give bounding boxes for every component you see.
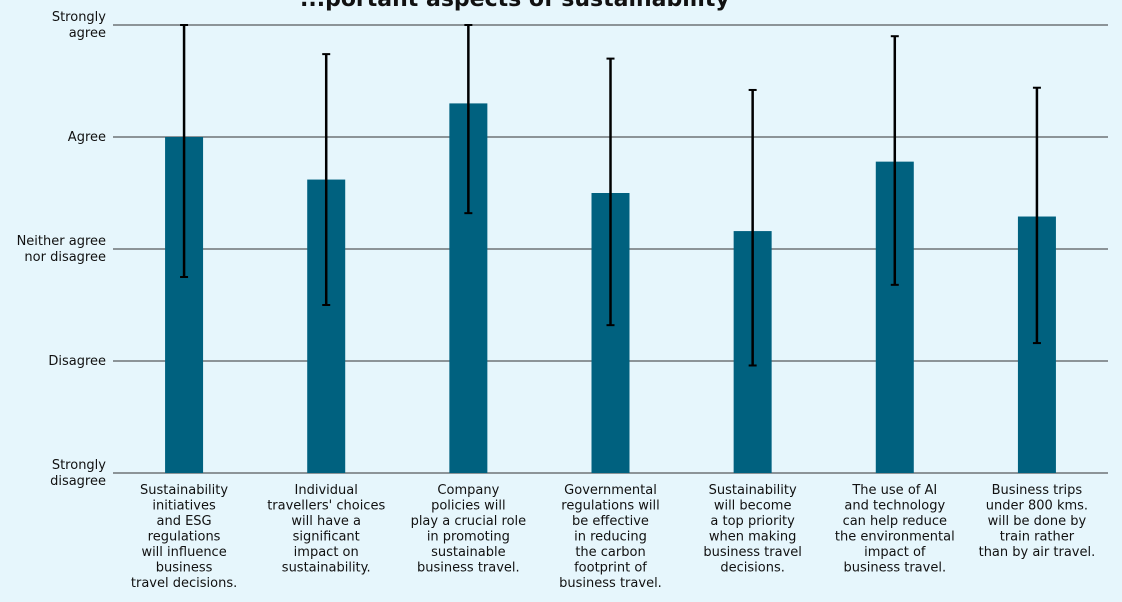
error-bar xyxy=(606,57,615,327)
x-tick-label: Company policies will play a crucial role i… xyxy=(411,483,527,576)
chart-title: ...portant aspects of sustainability xyxy=(300,0,730,12)
y-tick-label: Neither agree nor disagree xyxy=(17,234,106,265)
y-tick-label: Disagree xyxy=(48,354,106,369)
x-tick-label: Governmental regulations will be effective… xyxy=(559,483,662,591)
error-bar xyxy=(322,53,331,306)
error-bar xyxy=(464,24,473,215)
y-tick-label: Strongly agree xyxy=(52,10,106,41)
error-bar xyxy=(890,35,899,286)
y-tick-label: Strongly disagree xyxy=(50,458,106,489)
x-tick-label: Business trips under 800 kms. will be done… xyxy=(979,483,1096,560)
error-bars xyxy=(180,24,1041,367)
bars xyxy=(165,103,1056,474)
error-bar xyxy=(748,88,757,367)
x-tick-label: Sustainability initiatives and ESG regulati… xyxy=(131,483,237,591)
x-tick-label: Individual travellers' choices will have a… xyxy=(267,483,385,576)
x-tick-label: The use of AI and technology can help redu… xyxy=(835,483,955,576)
x-axis-labels: Sustainability initiatives and ESG regulati… xyxy=(131,483,1095,591)
x-tick-label: Sustainability will become a top priority w… xyxy=(703,483,802,576)
error-bar xyxy=(180,24,189,278)
y-tick-label: Agree xyxy=(68,130,106,145)
y-axis-labels: Strongly disagree Disagree Neither agree nor… xyxy=(17,10,107,489)
error-bar xyxy=(1032,86,1041,345)
